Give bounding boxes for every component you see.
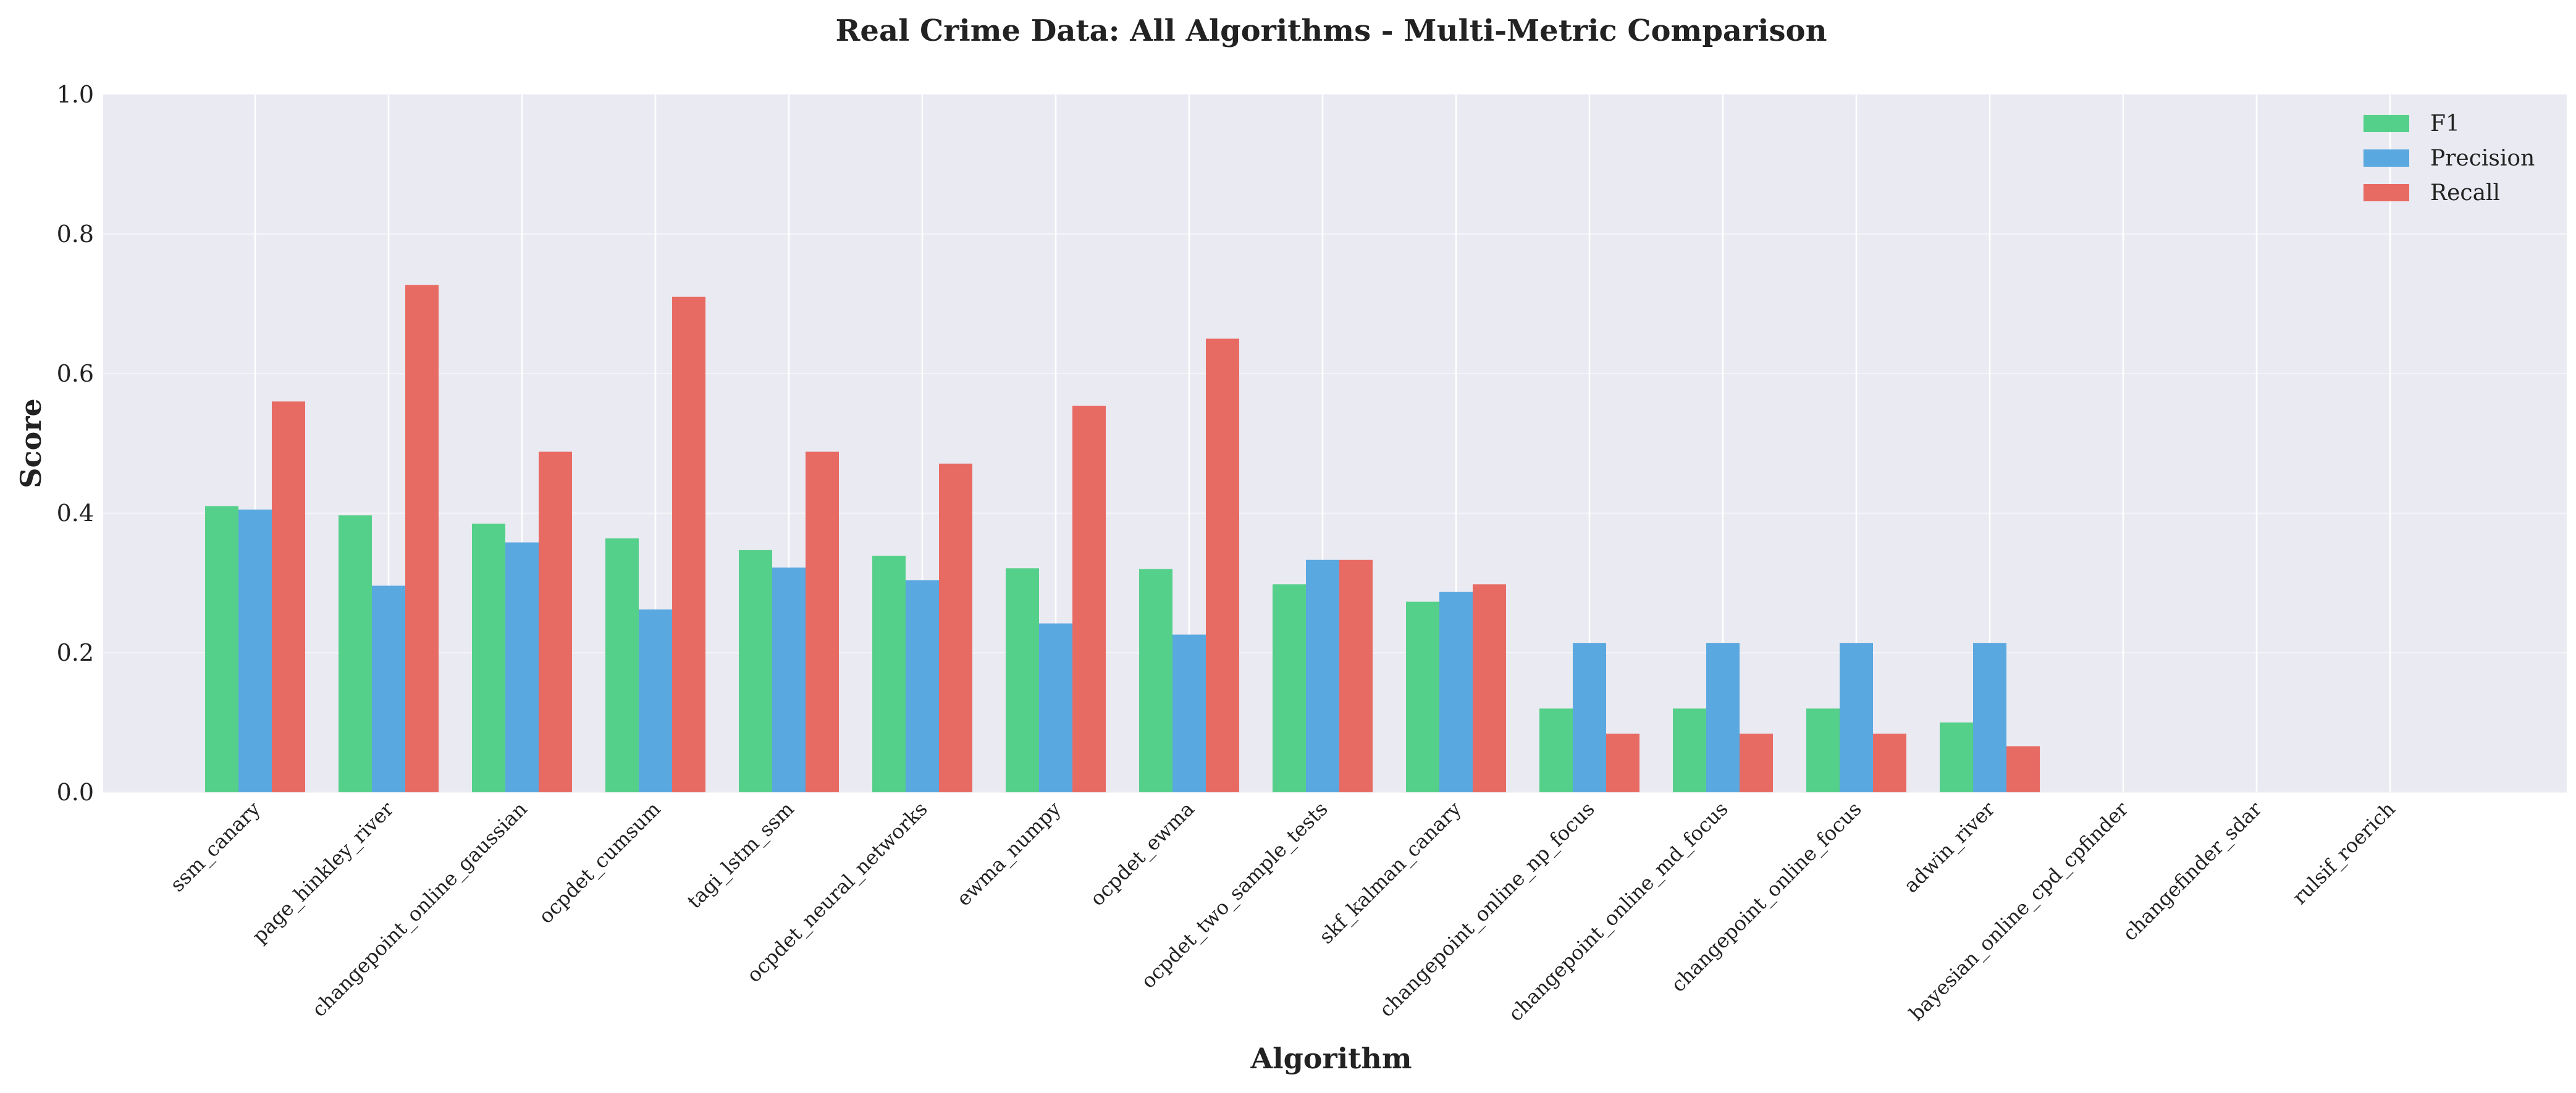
bar-precision (1439, 592, 1473, 792)
bar-precision (372, 585, 405, 792)
bar-recall (2006, 746, 2040, 792)
y-tick-label: 0.0 (57, 779, 94, 806)
bar-f1 (1940, 722, 1973, 792)
bar-recall (1072, 405, 1106, 792)
bar-recall (1206, 338, 1239, 792)
bar-precision (505, 542, 539, 792)
chart-title: Real Crime Data: All Algorithms - Multi-… (836, 14, 1827, 48)
y-tick-label: 0.8 (57, 220, 94, 248)
bar-recall (1339, 559, 1373, 792)
bar-recall (1740, 734, 1773, 792)
bar-recall (1473, 584, 1506, 792)
bar-recall (405, 285, 439, 792)
y-tick-label: 0.4 (57, 500, 94, 527)
bar-precision (1840, 643, 1873, 792)
bar-f1 (205, 506, 238, 792)
y-axis-label: Score (14, 398, 48, 488)
bar-precision (1172, 634, 1206, 792)
y-tick-label: 1.0 (57, 81, 94, 108)
bar-recall (1606, 734, 1639, 792)
bar-precision (1973, 643, 2006, 792)
bar-precision (1039, 623, 1072, 792)
bar-precision (1706, 643, 1740, 792)
bar-precision (906, 580, 939, 792)
bar-f1 (1806, 708, 1840, 792)
legend-label: Precision (2430, 146, 2535, 171)
bar-recall (539, 451, 572, 792)
bar-f1 (872, 555, 906, 792)
bar-precision (772, 567, 806, 792)
bars (205, 285, 2040, 792)
legend-swatch (2363, 115, 2409, 132)
bar-f1 (1273, 584, 1306, 792)
bar-f1 (1006, 568, 1039, 792)
legend-label: F1 (2430, 111, 2460, 136)
legend-swatch (2363, 184, 2409, 201)
y-tick-label: 0.2 (57, 639, 94, 666)
bar-recall (272, 401, 305, 792)
bar-precision (1573, 643, 1606, 792)
bar-f1 (472, 523, 505, 792)
bar-recall (939, 463, 972, 792)
x-axis-label: Algorithm (1250, 1042, 1412, 1075)
y-axis-ticks: 0.0 0.2 0.4 0.6 0.8 1.0 (57, 81, 94, 806)
bar-recall (1873, 734, 1906, 792)
y-tick-label: 0.6 (57, 360, 94, 387)
bar-precision (1306, 559, 1339, 792)
bar-f1 (339, 515, 372, 792)
bar-precision (238, 509, 272, 792)
bar-f1 (1406, 601, 1439, 792)
bar-f1 (605, 538, 639, 792)
bar-precision (639, 609, 672, 792)
legend: F1 Precision Recall (2363, 111, 2535, 206)
legend-swatch (2363, 149, 2409, 167)
bar-recall (806, 451, 839, 792)
bar-recall (672, 296, 705, 792)
bar-f1 (1673, 708, 1706, 792)
bar-f1 (1539, 708, 1573, 792)
bar-f1 (1139, 569, 1172, 792)
legend-label: Recall (2430, 180, 2500, 206)
bar-f1 (739, 550, 772, 792)
